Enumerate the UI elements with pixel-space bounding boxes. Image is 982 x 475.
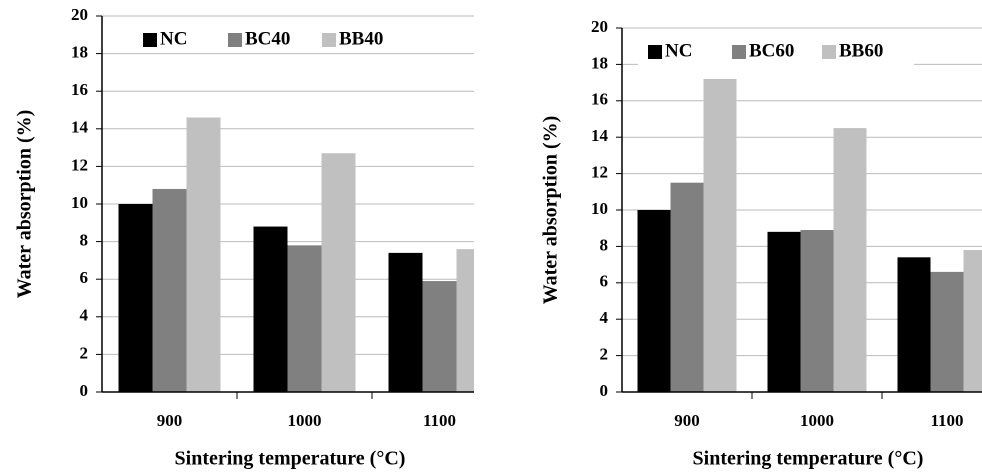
x-tick-label: 1100 [423, 411, 456, 430]
x-tick-label: 900 [157, 411, 183, 430]
legend-label: BC60 [749, 40, 794, 61]
y-tick-label: 6 [600, 272, 609, 291]
y-tick-label: 6 [80, 268, 89, 287]
y-tick-label: 4 [600, 308, 609, 327]
x-tick-label: 900 [674, 411, 700, 430]
x-tick-label: 1100 [930, 411, 963, 430]
y-tick-label: 14 [71, 118, 89, 137]
x-axis-title: Sintering temperature (°C) [693, 448, 924, 470]
x-tick-label: 1000 [800, 411, 834, 430]
bar [186, 117, 221, 393]
bar [422, 281, 457, 392]
y-tick-label: 8 [600, 235, 609, 254]
y-tick-label: 10 [71, 193, 88, 212]
bar [963, 250, 982, 392]
legend-swatch [822, 45, 836, 59]
bar [897, 257, 931, 392]
y-axis-title: Water absorption (%) [540, 116, 562, 305]
y-tick-label: 20 [71, 5, 88, 24]
x-axis-title: Sintering temperature (°C) [175, 448, 406, 470]
legend-label: NC [665, 40, 692, 61]
legend-swatch [648, 45, 662, 59]
y-tick-label: 8 [80, 231, 89, 250]
legend-box [133, 30, 451, 50]
legend-label: BB60 [839, 40, 883, 61]
y-tick-label: 16 [591, 90, 608, 109]
y-tick-label: 18 [591, 53, 608, 72]
y-tick-label: 12 [591, 163, 608, 182]
y-tick-label: 10 [591, 199, 608, 218]
y-tick-label: 14 [591, 126, 609, 145]
bar [152, 188, 187, 392]
y-axis-title: Water absorption (%) [14, 110, 36, 299]
y-tick-label: 2 [600, 345, 609, 364]
legend-swatch [143, 33, 157, 47]
y-tick-label: 4 [80, 306, 89, 325]
legend-swatch [732, 45, 746, 59]
bar [767, 231, 801, 392]
legend-label: BB40 [339, 28, 383, 49]
chart-left: 0 2 4 6 8 10 12 14 16 18 20 900 1000 1100 NC BC40 BB40 Si… [14, 5, 474, 470]
legend-box [638, 36, 914, 68]
bar [388, 252, 423, 392]
bar [253, 226, 288, 392]
bar [670, 182, 704, 392]
y-tick-label: 16 [71, 80, 88, 99]
y-tick-label: 12 [71, 155, 88, 174]
legend-swatch [322, 33, 336, 47]
bar [833, 128, 867, 392]
bar [456, 249, 474, 392]
legend-label: NC [160, 28, 187, 49]
y-tick-label: 18 [71, 43, 88, 62]
y-tick-label: 0 [80, 381, 89, 400]
bar [637, 210, 671, 392]
legend-label: BC40 [245, 28, 290, 49]
bar [930, 271, 964, 392]
bar [118, 204, 153, 392]
bar [800, 230, 834, 392]
legend-swatch [228, 33, 242, 47]
y-tick-label: 0 [600, 381, 609, 400]
y-tick-label: 20 [591, 17, 608, 36]
x-tick-label: 1000 [288, 411, 322, 430]
chart-right: 0 2 4 6 8 10 12 14 16 18 20 900 1000 1100 NC BC60 BB60 Si… [540, 17, 982, 470]
y-tick-label: 2 [80, 343, 89, 362]
bar [321, 153, 356, 392]
bar [287, 245, 322, 392]
bar [703, 78, 737, 393]
